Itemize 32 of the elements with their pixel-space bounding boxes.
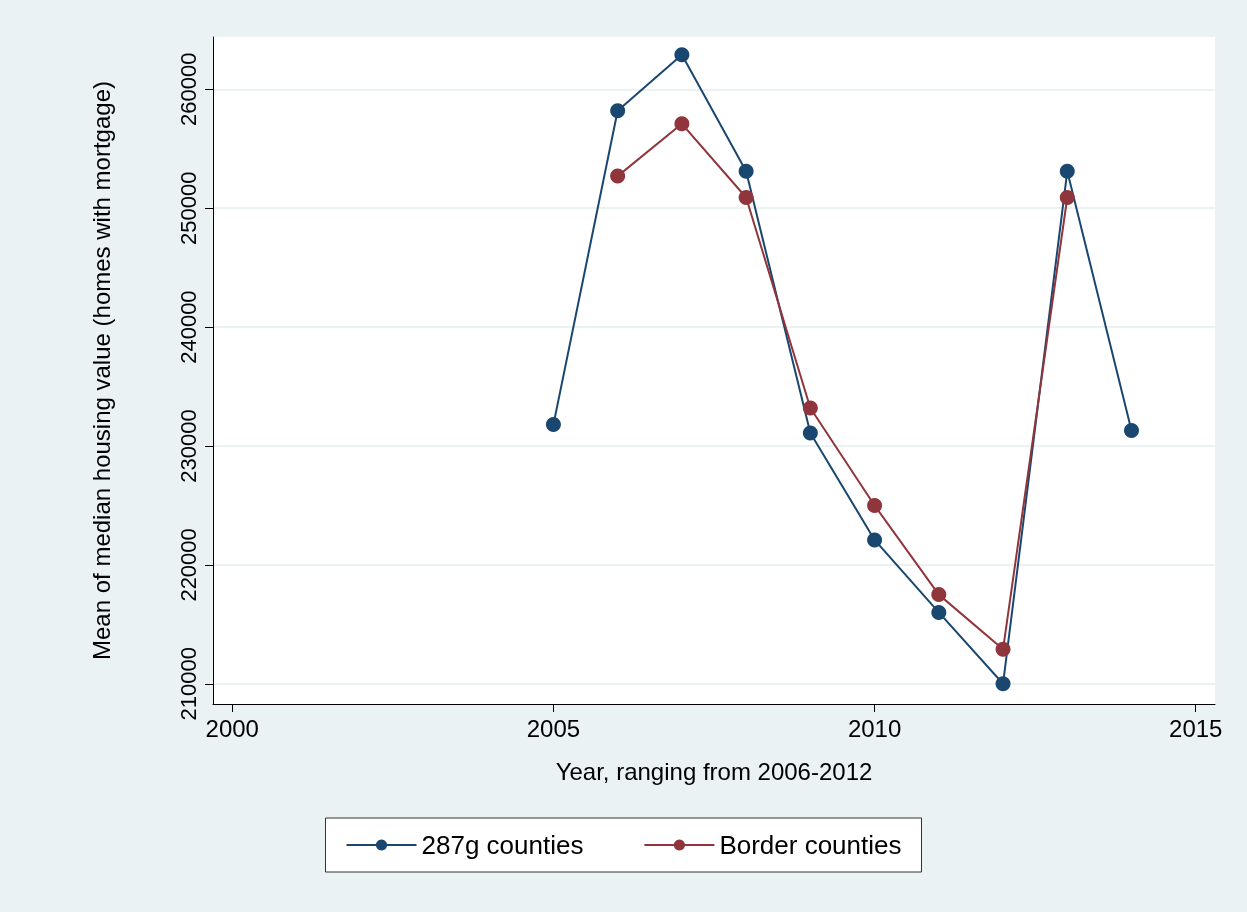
point: [931, 604, 947, 620]
point: [1059, 163, 1075, 179]
point: [1124, 423, 1139, 439]
x-tick-label: 2015: [1169, 714, 1223, 742]
point: [610, 103, 626, 119]
y-tick-label: 240000: [175, 290, 201, 364]
point: [545, 417, 561, 433]
y-axis-title: Mean of median housing value (homes with mortgage): [87, 81, 115, 660]
point: [995, 676, 1011, 692]
point: [1059, 190, 1075, 205]
x-axis-title: Year, ranging from 2006-2012: [555, 757, 873, 785]
y-tick-label: 260000: [175, 52, 201, 127]
point: [931, 587, 947, 603]
point: [995, 641, 1011, 657]
point: [867, 497, 883, 513]
y-tick-label: 230000: [175, 409, 201, 483]
point: [867, 532, 883, 548]
point: [674, 116, 690, 132]
legend-label: Border counties: [719, 830, 902, 860]
point: [802, 400, 818, 416]
y-tick-label: 220000: [175, 528, 201, 602]
y-tick-label: 250000: [175, 171, 201, 245]
point: [738, 190, 754, 205]
x-tick-label: 2005: [526, 714, 581, 742]
point: [802, 425, 818, 441]
point: [674, 47, 690, 63]
legend-label: 287g counties: [421, 830, 584, 860]
y-tick-label: 210000: [175, 647, 201, 721]
x-tick-label: 2000: [205, 714, 259, 742]
point: [738, 163, 754, 179]
point: [610, 168, 626, 184]
x-tick-label: 2010: [847, 714, 902, 742]
